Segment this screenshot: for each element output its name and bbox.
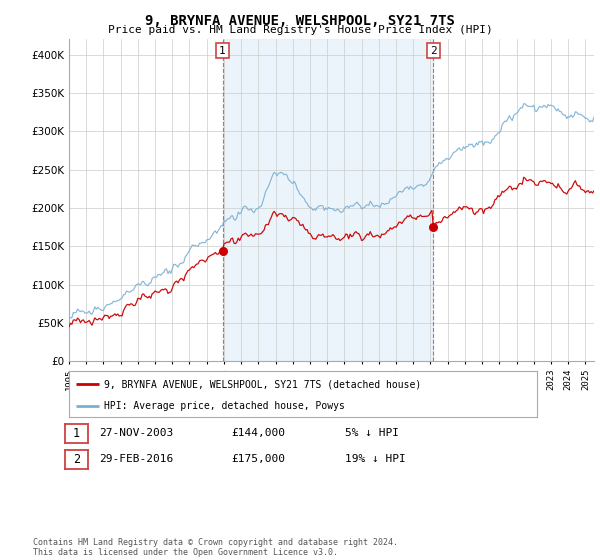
Text: 19% ↓ HPI: 19% ↓ HPI	[345, 454, 406, 464]
Text: £144,000: £144,000	[231, 428, 285, 438]
Text: 1: 1	[73, 427, 80, 440]
Bar	[223, 39, 433, 361]
Text: HPI: Average price, detached house, Powys: HPI: Average price, detached house, Powy…	[104, 401, 345, 410]
Text: 2: 2	[430, 46, 437, 55]
Text: 9, BRYNFA AVENUE, WELSHPOOL, SY21 7TS (detached house): 9, BRYNFA AVENUE, WELSHPOOL, SY21 7TS (d…	[104, 379, 421, 389]
Text: Price paid vs. HM Land Registry's House Price Index (HPI): Price paid vs. HM Land Registry's House …	[107, 25, 493, 35]
Text: 27-NOV-2003: 27-NOV-2003	[99, 428, 173, 438]
Text: 9, BRYNFA AVENUE, WELSHPOOL, SY21 7TS: 9, BRYNFA AVENUE, WELSHPOOL, SY21 7TS	[145, 14, 455, 28]
Text: Contains HM Land Registry data © Crown copyright and database right 2024.
This d: Contains HM Land Registry data © Crown c…	[33, 538, 398, 557]
Text: 29-FEB-2016: 29-FEB-2016	[99, 454, 173, 464]
Text: 1: 1	[219, 46, 226, 55]
Text: 2: 2	[73, 453, 80, 466]
Text: 5% ↓ HPI: 5% ↓ HPI	[345, 428, 399, 438]
Text: £175,000: £175,000	[231, 454, 285, 464]
